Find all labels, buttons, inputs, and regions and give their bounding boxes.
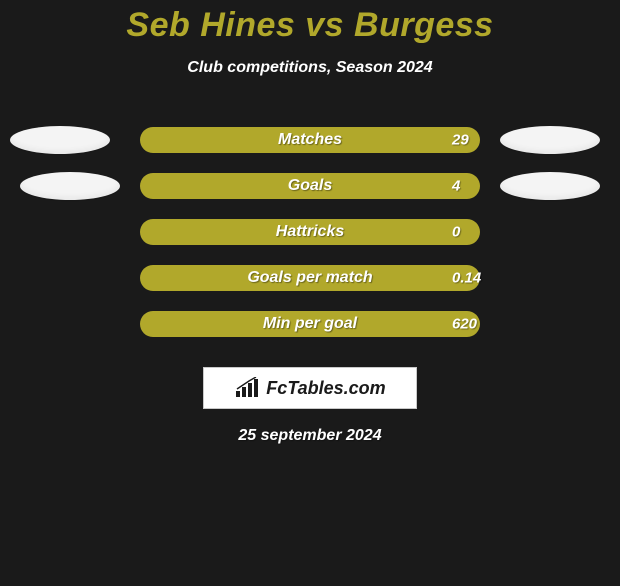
stat-label: Goals per match <box>247 269 372 287</box>
stat-row: Goals 4 <box>0 163 620 209</box>
stat-bar: Goals <box>140 173 480 199</box>
stat-value-right: 620 <box>452 316 477 333</box>
date-line: 25 september 2024 <box>0 427 620 445</box>
stat-row: Hattricks 0 <box>0 209 620 255</box>
stat-label: Matches <box>278 131 342 149</box>
stat-label: Hattricks <box>276 223 344 241</box>
stat-label: Min per goal <box>263 315 357 333</box>
stat-value-right: 0 <box>452 224 460 241</box>
page-subtitle: Club competitions, Season 2024 <box>0 59 620 77</box>
logo-text: FcTables.com <box>266 378 385 399</box>
page-title: Seb Hines vs Burgess <box>0 6 620 45</box>
stat-row: Goals per match 0.14 <box>0 255 620 301</box>
comparison-chart: Matches 29 Goals 4 Hattricks 0 Goals per match… <box>0 117 620 347</box>
stat-value-right: 0.14 <box>452 270 481 287</box>
stat-bar: Goals per match <box>140 265 480 291</box>
player-marker-right <box>500 126 600 154</box>
logo-box: FcTables.com <box>203 367 417 409</box>
stat-bar: Matches <box>140 127 480 153</box>
stat-label: Goals <box>288 177 332 195</box>
player-marker-left <box>20 172 120 200</box>
stat-bar: Min per goal <box>140 311 480 337</box>
stat-row: Matches 29 <box>0 117 620 163</box>
stat-value-right: 29 <box>452 132 469 149</box>
stat-value-right: 4 <box>452 178 460 195</box>
player-marker-left <box>10 126 110 154</box>
stat-bar: Hattricks <box>140 219 480 245</box>
stat-row: Min per goal 620 <box>0 301 620 347</box>
player-marker-right <box>500 172 600 200</box>
chart-icon <box>234 377 262 399</box>
